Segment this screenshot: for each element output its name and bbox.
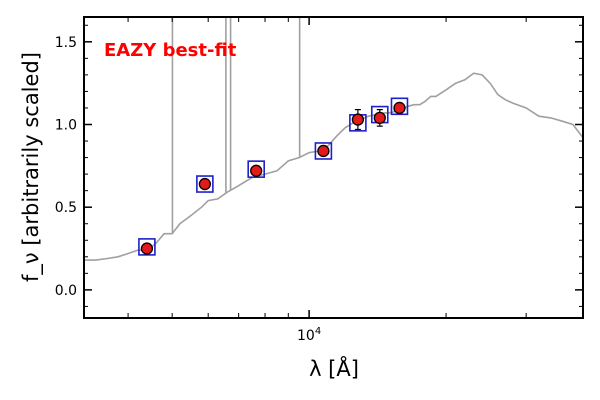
plot-frame bbox=[83, 16, 584, 319]
y-tick-label: 1.5 bbox=[55, 35, 77, 51]
y-tick-label: 1.0 bbox=[55, 118, 77, 134]
observed-point bbox=[373, 109, 386, 127]
observed-point bbox=[393, 101, 406, 115]
observed-marker bbox=[373, 111, 386, 125]
model-photometry-square bbox=[138, 238, 156, 256]
ticks-layer: 0.0 0.5 1.0 1.5 104 bbox=[55, 17, 584, 344]
observed-marker bbox=[198, 177, 212, 191]
chart-annotation: EAZY best-fit bbox=[104, 40, 237, 61]
observed-point bbox=[250, 164, 263, 177]
observed-point bbox=[198, 177, 212, 191]
observed-point bbox=[140, 242, 154, 255]
observed-point bbox=[317, 144, 330, 158]
model-photometry-square bbox=[247, 160, 265, 178]
observed-point bbox=[351, 109, 365, 131]
model-photometry-square bbox=[314, 142, 333, 160]
observed-marker bbox=[317, 144, 330, 158]
observed-marker bbox=[351, 113, 365, 126]
model-spectrum-line bbox=[84, 72, 583, 261]
model-photometry-square bbox=[196, 175, 214, 193]
x-tick-label: 104 bbox=[297, 326, 321, 344]
y-tick-label: 0.0 bbox=[55, 283, 77, 299]
y-axis-title: f_ν [arbitrarily scaled] bbox=[19, 52, 44, 282]
x-axis-title: λ [Å] bbox=[309, 355, 359, 381]
photometry-layer bbox=[138, 97, 409, 256]
observed-marker bbox=[250, 164, 263, 177]
observed-marker bbox=[140, 242, 154, 255]
y-tick-label: 0.5 bbox=[55, 200, 77, 216]
model-photometry-square bbox=[390, 97, 409, 116]
observed-marker bbox=[393, 101, 406, 115]
